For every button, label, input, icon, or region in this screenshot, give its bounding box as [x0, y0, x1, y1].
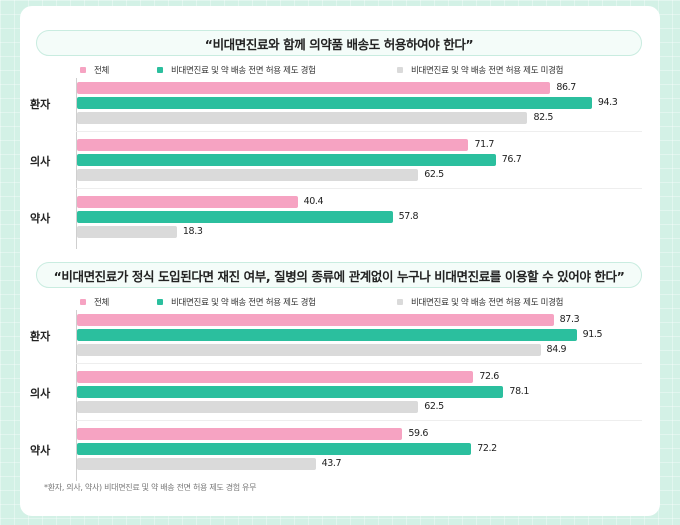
legend-label: 비대면진료 및 약 배송 전면 허용 제도 경험 — [171, 66, 316, 76]
bar — [77, 386, 504, 398]
legend-swatch — [397, 67, 403, 73]
category-label: 약사 — [30, 444, 51, 457]
bar — [77, 154, 496, 166]
legend-item: 비대면진료 및 약 배송 전면 허용 제도 미경험 — [397, 64, 563, 76]
data-label: 18.3 — [182, 226, 203, 237]
bar — [77, 428, 403, 440]
bar — [77, 82, 551, 94]
bar — [77, 344, 541, 356]
legend-swatch — [80, 67, 86, 73]
data-label: 59.6 — [408, 428, 428, 439]
category-label: 환자 — [30, 98, 51, 111]
group-separator — [76, 363, 642, 364]
category-label: 환자 — [30, 330, 51, 343]
data-label: 43.7 — [321, 458, 342, 469]
bar — [77, 112, 528, 124]
legend-swatch — [80, 299, 86, 305]
bar — [77, 443, 472, 455]
group-separator — [76, 188, 642, 189]
legend-label: 비대면진료 및 약 배송 전면 허용 제도 미경험 — [411, 298, 564, 308]
chart-legend: 전체 비대면진료 및 약 배송 전면 허용 제도 경험 비대면진료 및 약 배송 전… — [20, 64, 660, 78]
y-axis-line — [76, 310, 77, 481]
bar — [77, 458, 316, 470]
legend-swatch — [157, 67, 163, 73]
data-label: 72.6 — [479, 371, 499, 382]
data-label: 86.7 — [556, 82, 576, 93]
category-label: 약사 — [30, 212, 51, 225]
legend-item: 비대면진료 및 약 배송 전면 허용 제도 미경험 — [397, 296, 563, 308]
legend-item: 비대면진료 및 약 배송 전면 허용 제도 경험 — [157, 296, 316, 308]
data-label: 62.5 — [424, 169, 444, 180]
data-label: 57.8 — [398, 211, 419, 222]
legend-label: 비대면진료 및 약 배송 전면 허용 제도 미경험 — [411, 66, 564, 76]
legend-label: 비대면진료 및 약 배송 전면 허용 제도 경험 — [171, 298, 316, 308]
bar — [77, 226, 177, 238]
chart-title: “비대면진료와 함께 의약품 배송도 허용하여야 한다” — [36, 30, 642, 56]
legend-item: 비대면진료 및 약 배송 전면 허용 제도 경험 — [157, 64, 316, 76]
data-label: 40.4 — [303, 196, 324, 207]
bar — [77, 211, 393, 223]
category-label: 의사 — [30, 387, 51, 400]
group-separator — [76, 131, 642, 132]
bar — [77, 329, 577, 341]
bar — [77, 371, 474, 383]
bar — [77, 169, 419, 181]
bar — [77, 139, 469, 151]
data-label: 78.1 — [509, 386, 529, 397]
chart-card: *환자, 의사, 약사) 비대면진료 및 약 배송 전면 허용 제도 경험 유무… — [20, 6, 660, 516]
data-label: 82.5 — [533, 112, 553, 123]
data-label: 76.7 — [501, 154, 522, 165]
group-separator — [76, 420, 642, 421]
legend-item: 전체 — [80, 296, 109, 308]
data-label: 94.3 — [597, 97, 618, 108]
data-label: 62.5 — [424, 401, 444, 412]
chart-title: “비대면진료가 정식 도입된다면 재진 여부, 질병의 종류에 관계없이 누구나… — [36, 262, 642, 288]
data-label: 84.9 — [546, 344, 567, 355]
data-label: 71.7 — [474, 139, 495, 150]
category-label: 의사 — [30, 155, 51, 168]
bar — [77, 196, 298, 208]
legend-label: 전체 — [94, 66, 110, 76]
y-axis-line — [76, 78, 77, 249]
bar — [77, 314, 554, 326]
legend-label: 전체 — [94, 298, 110, 308]
bar — [77, 97, 592, 109]
legend-swatch — [157, 299, 163, 305]
bar — [77, 401, 419, 413]
chart-legend: 전체 비대면진료 및 약 배송 전면 허용 제도 경험 비대면진료 및 약 배송 전… — [20, 296, 660, 310]
data-label: 87.3 — [559, 314, 580, 325]
data-label: 72.2 — [477, 443, 497, 454]
data-label: 91.5 — [582, 329, 603, 340]
footnote: *환자, 의사, 약사) 비대면진료 및 약 배송 전면 허용 제도 경험 유무 — [44, 483, 257, 492]
legend-item: 전체 — [80, 64, 109, 76]
legend-swatch — [397, 299, 403, 305]
